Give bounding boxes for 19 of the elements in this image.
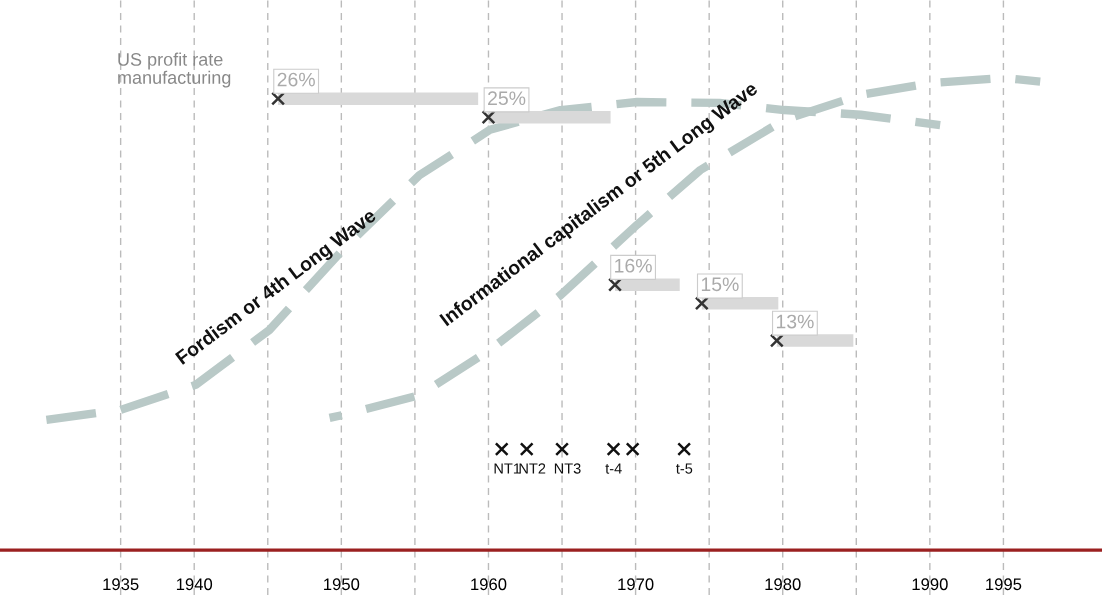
x-tick-label: 1960 bbox=[471, 578, 507, 591]
annotation: NT1 bbox=[494, 463, 521, 474]
data-label: 13% bbox=[776, 314, 814, 329]
x-tick-label: 1990 bbox=[912, 578, 948, 591]
annotation: NT2 bbox=[519, 463, 546, 474]
annotation: NT3 bbox=[554, 463, 581, 474]
data-label: 15% bbox=[701, 277, 739, 292]
x-tick-label: 1970 bbox=[618, 578, 654, 591]
x-tick-label: 1980 bbox=[765, 578, 801, 591]
data-label: 25% bbox=[488, 91, 526, 106]
text: US profit rate manufacturing bbox=[118, 52, 231, 88]
annotation: t-4 bbox=[605, 463, 622, 474]
data-label: 26% bbox=[277, 72, 315, 87]
data-label: 16% bbox=[615, 258, 652, 273]
x-tick-label: 1940 bbox=[176, 578, 213, 591]
annotation: t-5 bbox=[676, 463, 693, 474]
x-tick-label: 1995 bbox=[986, 578, 1022, 591]
x-tick-label: 1950 bbox=[324, 578, 360, 591]
x-tick-label: 1935 bbox=[103, 578, 139, 591]
